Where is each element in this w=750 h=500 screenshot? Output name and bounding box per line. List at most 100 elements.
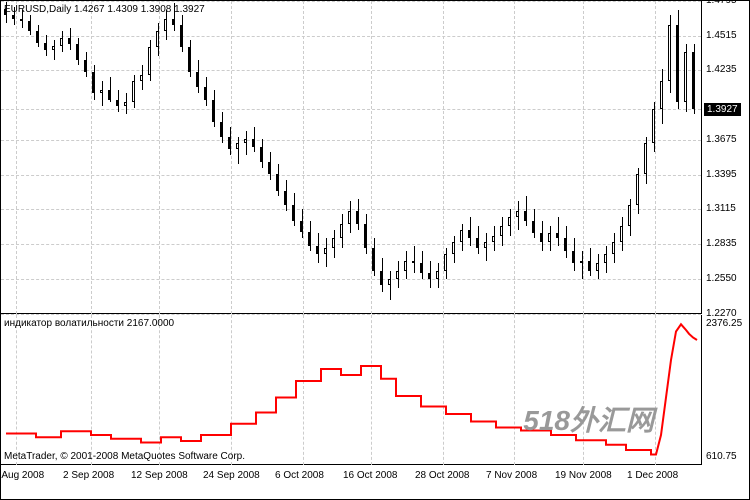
candle-body: [412, 261, 415, 263]
candle-wick: [414, 246, 415, 273]
candle-body: [220, 122, 223, 137]
candle-body: [676, 25, 679, 102]
chart-title: EURUSD,Daily 1.4267 1.4309 1.3908 1.3927: [4, 4, 205, 15]
candle-body: [476, 238, 479, 248]
copyright-footer: MetaTrader, © 2001-2008 MetaQuotes Softw…: [4, 451, 245, 462]
candle-body: [148, 47, 151, 74]
candle-body: [396, 271, 399, 280]
candle-body: [60, 38, 63, 47]
candle-body: [372, 248, 375, 270]
candle-body: [236, 143, 239, 149]
candle-body: [484, 242, 487, 248]
candle-body: [340, 224, 343, 239]
grid-line: [159, 1, 160, 314]
candle-body: [300, 221, 303, 232]
candle-body: [92, 72, 95, 93]
candle-body: [500, 226, 503, 236]
candle-body: [52, 46, 55, 50]
candle-body: [308, 232, 311, 246]
price-tick: 1.3675: [706, 134, 737, 145]
candle-body: [604, 254, 607, 263]
candle-body: [388, 279, 391, 285]
candle-body: [164, 19, 167, 31]
candle-body: [684, 52, 687, 102]
candle-body: [156, 31, 159, 47]
candle-body: [420, 263, 423, 273]
candle-body: [644, 143, 647, 174]
candle-body: [508, 217, 511, 226]
candle-body: [276, 174, 279, 191]
candle-body: [556, 233, 559, 238]
grid-line: [655, 1, 656, 314]
candle-body: [572, 251, 575, 263]
candle-body: [324, 248, 327, 254]
candle-body: [532, 221, 535, 233]
grid-line: [583, 1, 584, 314]
candle-body: [460, 230, 463, 242]
candle-body: [468, 230, 471, 239]
indicator-axis: 2376.25 610.75: [701, 315, 749, 465]
candle-body: [380, 271, 383, 286]
price-tick: 1.3927: [704, 103, 741, 116]
candle-body: [364, 224, 367, 249]
price-tick: 1.4235: [706, 64, 737, 75]
candle-body: [252, 139, 255, 146]
grid-line: [1, 175, 701, 176]
candle-body: [36, 31, 39, 42]
candle-body: [132, 81, 135, 102]
indicator-tick: 2376.25: [706, 318, 742, 329]
candle-body: [588, 261, 591, 271]
candle-body: [204, 87, 207, 99]
indicator-tick: 610.75: [706, 451, 737, 462]
price-tick: 1.4515: [706, 30, 737, 41]
candle-body: [356, 211, 359, 223]
candle-body: [444, 254, 447, 270]
candle-body: [316, 246, 319, 255]
grid-line: [514, 1, 515, 314]
candle-body: [180, 25, 183, 47]
grid-line: [1, 140, 701, 141]
date-tick: 28 Oct 2008: [415, 470, 469, 481]
grid-line: [303, 1, 304, 314]
price-tick: 1.3115: [706, 203, 736, 214]
candle-body: [452, 242, 455, 254]
grid-line: [1, 36, 701, 37]
grid-line: [1, 244, 701, 245]
watermark: 518外汇网: [523, 399, 654, 439]
grid-line: [1, 70, 701, 71]
volatility-indicator-chart[interactable]: индикатор волатильности 2167.0000: [1, 315, 701, 465]
price-tick: 1.2835: [706, 238, 737, 249]
candle-body: [76, 44, 79, 60]
candle-body: [188, 47, 191, 72]
grid-line: [1, 1, 701, 2]
candle-body: [332, 238, 335, 248]
price-tick: 1.3395: [706, 169, 737, 180]
candle-body: [292, 205, 295, 221]
grid-line: [1, 109, 701, 110]
date-tick: 16 Oct 2008: [343, 470, 397, 481]
candle-body: [140, 75, 143, 81]
candle-body: [668, 25, 671, 81]
candle-body: [636, 174, 639, 205]
time-axis: 21 Aug 20082 Sep 200812 Sep 200824 Sep 2…: [1, 464, 750, 499]
candle-body: [428, 273, 431, 279]
candle-body: [212, 100, 215, 122]
candle-body: [44, 43, 47, 50]
candle-body: [580, 261, 583, 263]
date-tick: 19 Nov 2008: [555, 470, 612, 481]
candle-wick: [102, 81, 103, 106]
price-tick: 1.4795: [706, 0, 737, 6]
candle-wick: [582, 251, 583, 280]
candle-body: [516, 211, 519, 217]
candle-body: [628, 205, 631, 226]
candle-body: [620, 226, 623, 242]
candle-wick: [558, 217, 559, 246]
candle-body: [196, 72, 199, 87]
grid-line: [16, 1, 17, 314]
candle-body: [28, 21, 31, 31]
candle-body: [124, 102, 127, 106]
candle-body: [540, 233, 543, 242]
candle-body: [652, 109, 655, 142]
main-price-chart[interactable]: EURUSD,Daily 1.4267 1.4309 1.3908 1.3927: [1, 1, 701, 314]
candle-wick: [54, 40, 55, 60]
